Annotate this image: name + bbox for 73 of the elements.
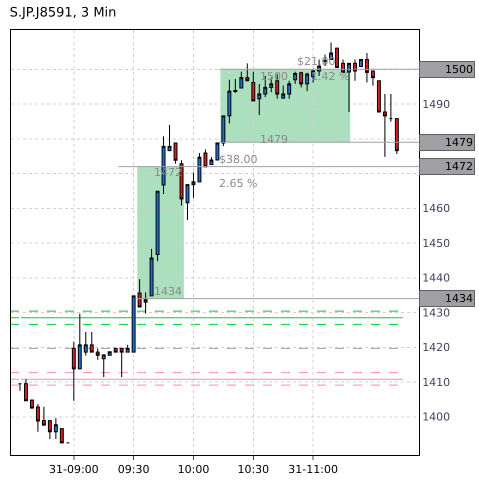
y-tick-label: 1430 bbox=[422, 306, 450, 320]
candlestick bbox=[388, 93, 393, 122]
y-tick-label: 1450 bbox=[422, 236, 450, 250]
candlestick bbox=[376, 80, 381, 113]
candlestick bbox=[359, 59, 363, 67]
candlestick bbox=[156, 190, 160, 262]
candlestick bbox=[203, 149, 208, 168]
candlestick bbox=[60, 428, 64, 444]
candlestick bbox=[281, 85, 286, 100]
y-tick-label: 1410 bbox=[422, 376, 450, 389]
ref-line-label: 1479 bbox=[445, 136, 473, 149]
candlestick bbox=[84, 331, 88, 356]
ref-line-label: 1434 bbox=[445, 292, 473, 305]
candlestick bbox=[394, 118, 399, 155]
candlestick bbox=[245, 62, 250, 82]
candlestick bbox=[48, 420, 52, 440]
candlestick bbox=[227, 79, 232, 124]
candlestick bbox=[168, 124, 172, 152]
candlestick bbox=[353, 59, 357, 82]
candlestick bbox=[24, 378, 28, 402]
candlestick bbox=[251, 71, 256, 102]
candlestick bbox=[78, 313, 82, 370]
candlestick bbox=[192, 172, 196, 198]
candlestick bbox=[257, 83, 262, 116]
candlestick bbox=[90, 331, 94, 353]
candlestick bbox=[30, 398, 34, 409]
candlestick bbox=[370, 70, 375, 86]
candlestick bbox=[174, 142, 178, 164]
y-tick-label: 1440 bbox=[422, 272, 450, 285]
annotation: $38.00 bbox=[219, 153, 258, 166]
candlestick bbox=[18, 382, 22, 392]
candlestick bbox=[144, 292, 148, 314]
ref-line-label: 1500 bbox=[445, 63, 473, 76]
candlestick bbox=[138, 278, 142, 308]
candlestick bbox=[42, 406, 46, 426]
ref-line-label: 1472 bbox=[445, 160, 473, 173]
candlestick bbox=[132, 295, 136, 353]
x-tick-label: 10:00 bbox=[178, 463, 210, 476]
candlestick bbox=[197, 152, 202, 182]
candlestick bbox=[102, 354, 106, 378]
candlestick bbox=[215, 142, 220, 160]
candlestick bbox=[221, 115, 226, 147]
candlestick bbox=[209, 156, 214, 165]
candlestick bbox=[180, 160, 184, 206]
y-tick-label: 1420 bbox=[422, 341, 450, 354]
annotation: 2.65 % bbox=[219, 177, 258, 190]
y-tick-label: 1460 bbox=[422, 202, 450, 216]
candlestick bbox=[347, 62, 351, 113]
x-tick-label: 10:30 bbox=[237, 463, 270, 476]
candlestick bbox=[186, 184, 190, 221]
annotation: 1434 bbox=[154, 285, 182, 298]
candlestick bbox=[96, 348, 100, 360]
candlestick bbox=[335, 48, 340, 68]
candlestick bbox=[233, 78, 238, 94]
candlestick bbox=[305, 72, 310, 92]
candlestick bbox=[150, 248, 154, 296]
y-tick-label: 1400 bbox=[422, 410, 450, 424]
candlestick bbox=[72, 341, 76, 402]
candlestick bbox=[299, 71, 304, 88]
candlestick bbox=[36, 403, 40, 432]
x-tick-label: 31-11:00 bbox=[288, 463, 338, 476]
candlestick bbox=[287, 80, 292, 100]
x-tick-label: 09:30 bbox=[118, 463, 150, 476]
chart-title: S.JP.J8591, 3 Min bbox=[10, 6, 116, 21]
candlestick bbox=[364, 52, 369, 83]
candlestick bbox=[126, 344, 130, 353]
y-tick-label: 1490 bbox=[422, 98, 450, 111]
candlestick bbox=[120, 348, 124, 378]
candlestick bbox=[293, 71, 298, 84]
x-tick-label: 31-09:00 bbox=[48, 463, 99, 476]
candlestick bbox=[54, 418, 58, 440]
candlestick bbox=[239, 71, 244, 89]
candlestick bbox=[382, 93, 387, 158]
